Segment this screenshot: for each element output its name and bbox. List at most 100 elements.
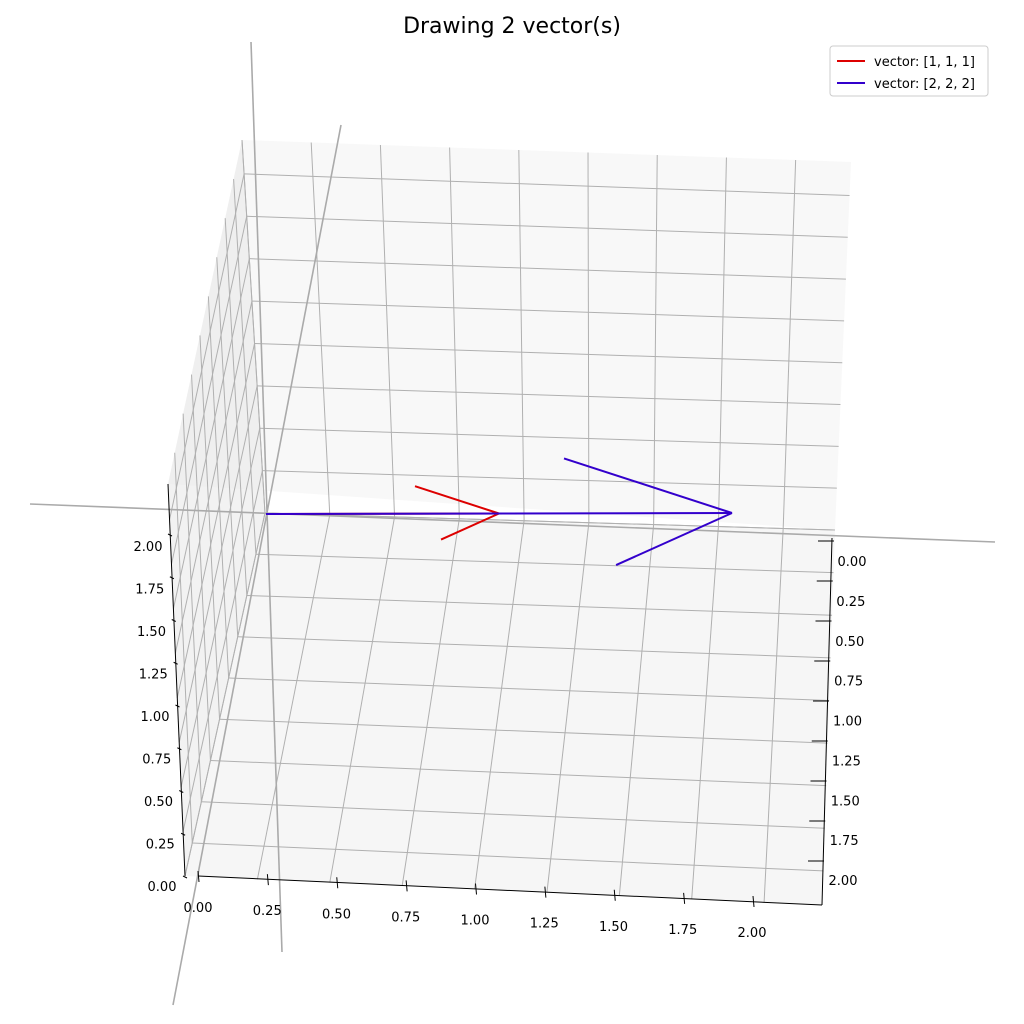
floor-grid-x-4	[474, 520, 525, 890]
y-axis-line	[821, 537, 833, 906]
back-grid-z-1	[262, 470, 837, 489]
side-grid-y-0	[241, 139, 266, 514]
side-grid-y-5	[199, 335, 221, 720]
x-tick-mark-5	[544, 886, 547, 898]
back-grid-z-7	[246, 215, 848, 238]
back-pane	[168, 140, 851, 530]
x-tick-mark-1	[266, 874, 269, 886]
grid-lines	[169, 139, 850, 903]
x-tick-label-4: 1.00	[461, 914, 490, 929]
side-grid-z-8	[169, 173, 245, 520]
z-axis-line	[167, 483, 186, 877]
side-grid-z-5	[174, 300, 253, 654]
back-grid-z-8	[244, 173, 850, 196]
back-grid-z-4	[254, 342, 843, 364]
vector-2-shaft	[265, 512, 733, 515]
z-tick-label-6: 1.50	[137, 625, 166, 640]
side-grid-z-7	[170, 216, 248, 565]
x-tick-mark-2	[336, 877, 339, 889]
side-grid-y-4	[207, 296, 230, 679]
z-tick-label-2: 0.50	[144, 795, 173, 810]
x-tick-label-3: 0.75	[391, 910, 420, 925]
side-grid-z-4	[176, 343, 256, 698]
y-tick-label-1: 0.25	[836, 595, 865, 610]
side-grid-y-6	[191, 374, 211, 761]
side-grid-z-0	[184, 512, 266, 877]
vector-lines	[265, 457, 733, 566]
guide-line-1	[250, 41, 283, 953]
axis-guide-lines	[29, 41, 996, 1006]
x-tick-mark-4	[475, 883, 477, 895]
floor-grid-x-6	[618, 524, 655, 896]
floor-grid-y-1	[255, 553, 834, 574]
vector-2	[265, 457, 733, 566]
vector-1-head-upper	[414, 485, 500, 515]
legend-label-vector-1: vector: [1, 1, 1]	[874, 55, 975, 70]
z-tick-label-4: 1.00	[141, 710, 170, 725]
axes-frame	[167, 483, 833, 906]
guide-line-2	[172, 124, 342, 1006]
z-tick-label-3: 0.75	[142, 753, 171, 768]
floor-grid-y-7	[201, 801, 825, 829]
floor-grid-x-1	[256, 514, 331, 880]
y-tick-label-4: 1.00	[833, 715, 862, 730]
side-pane	[168, 140, 265, 876]
y-tick-label-2: 0.50	[835, 635, 864, 650]
side-grid-z-1	[182, 470, 263, 832]
z-tick-mark-5	[173, 661, 178, 665]
z-tick-label-5: 1.25	[139, 668, 168, 683]
x-tick-mark-0	[197, 870, 200, 883]
z-tick-label-0: 0.00	[148, 880, 177, 895]
back-grid-x-8	[782, 159, 797, 529]
x-tick-label-1: 0.25	[253, 904, 282, 919]
floor-grid-x-2	[329, 516, 396, 883]
floor-grid-y-4	[228, 677, 830, 701]
z-tick-mark-8	[167, 533, 173, 537]
z-tick-mark-6	[171, 619, 176, 622]
z-tick-label-7: 1.75	[135, 583, 164, 598]
back-grid-x-3	[449, 147, 460, 519]
x-tick-mark-8	[752, 895, 755, 908]
floor-grid-x-7	[691, 526, 719, 900]
z-tick-label-8: 2.00	[134, 540, 163, 555]
y-tick-label-7: 1.75	[830, 834, 859, 849]
floor-grid-x-3	[401, 518, 460, 886]
side-grid-z-2	[180, 428, 261, 788]
z-tick-label-1: 0.25	[146, 838, 175, 853]
floor-grid-y-3	[237, 636, 831, 659]
x-tick-label-6: 1.50	[599, 920, 628, 935]
guide-line-0	[29, 503, 996, 543]
back-grid-z-2	[259, 427, 839, 447]
x-tick-label-0: 0.00	[184, 901, 213, 916]
x-tick-label-7: 1.75	[668, 923, 697, 938]
side-grid-z-6	[172, 258, 250, 609]
floor-grid-y-2	[246, 595, 833, 616]
legend-box	[829, 45, 989, 97]
floor-grid-y-5	[219, 718, 828, 744]
back-grid-x-6	[653, 154, 658, 525]
side-grid-y-2	[224, 218, 248, 596]
floor-pane	[185, 513, 835, 905]
back-grid-x-5	[587, 152, 590, 523]
side-grid-y-1	[233, 179, 257, 555]
back-grid-x-2	[379, 144, 396, 517]
y-tick-label-0: 0.00	[838, 555, 867, 570]
floor-grid-y-8	[192, 842, 824, 872]
back-grid-z-3	[257, 385, 841, 406]
vector-2-head-lower	[615, 512, 733, 566]
x-tick-mark-6	[613, 889, 616, 901]
side-grid-y-7	[182, 413, 202, 802]
legend-label-vector-2: vector: [2, 2, 2]	[874, 77, 975, 92]
back-grid-x-7	[717, 157, 727, 527]
side-grid-z-3	[178, 385, 258, 743]
back-grid-z-5	[251, 300, 845, 322]
back-grid-z-0	[264, 512, 836, 531]
legend: vector: [1, 1, 1] vector: [2, 2, 2]	[829, 45, 989, 97]
z-tick-mark-4	[175, 704, 180, 708]
floor-grid-y-6	[210, 760, 827, 787]
x-tick-label-2: 0.50	[322, 907, 351, 922]
z-tick-mark-7	[169, 576, 175, 580]
x-axis-line	[197, 875, 823, 906]
tick-labels: 0.00 0.25 0.50 0.75 1.00 1.25 1.50 1.75 2.00 0.00…	[134, 533, 867, 941]
floor-grid-x-8	[763, 528, 784, 903]
